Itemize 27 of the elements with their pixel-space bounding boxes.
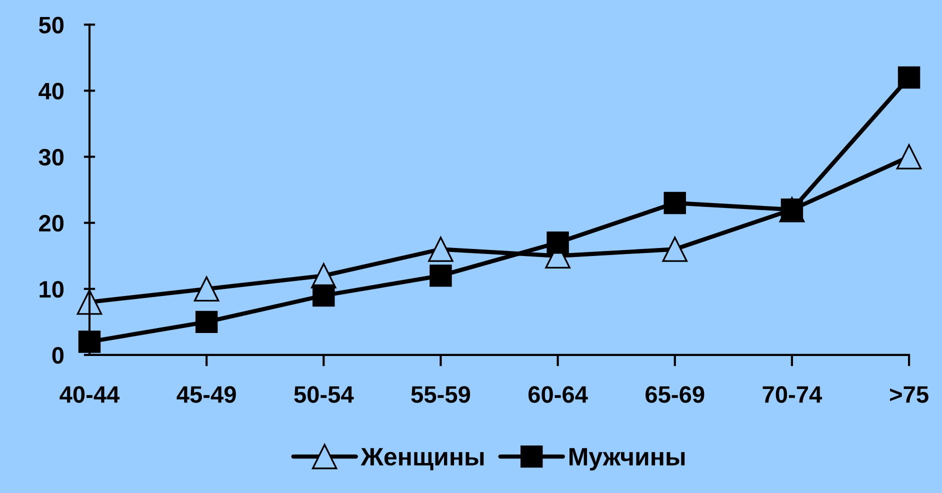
y-tick-label: 40	[38, 82, 64, 100]
y-tick-label: 50	[38, 16, 64, 34]
x-tick-label: 45-49	[176, 386, 236, 403]
x-tick-label: 40-44	[60, 386, 120, 403]
point	[662, 236, 688, 262]
x-tick-label: 55-59	[411, 386, 470, 403]
x-tick-label: 70-74	[762, 386, 822, 403]
point	[430, 264, 452, 287]
point	[194, 276, 220, 302]
x-tick-label: 65-69	[646, 386, 704, 403]
y-tick-label: 10	[40, 280, 64, 298]
point	[896, 144, 922, 170]
point	[546, 232, 569, 254]
point	[428, 236, 454, 262]
x-tick-label: >75	[890, 386, 928, 403]
point	[195, 310, 218, 334]
y-tick-label: 30	[38, 148, 64, 166]
y-tick-label: 20	[39, 214, 64, 232]
point	[898, 66, 920, 89]
legend-label: Мужчины	[570, 448, 685, 470]
point	[312, 284, 335, 307]
point	[664, 192, 686, 214]
point	[78, 330, 101, 353]
x-tick-label: 50-54	[294, 386, 354, 403]
legend-label: Женщины	[360, 448, 484, 470]
x-tick-label: 60-64	[528, 386, 588, 403]
y-tick-label: 0	[52, 347, 64, 364]
